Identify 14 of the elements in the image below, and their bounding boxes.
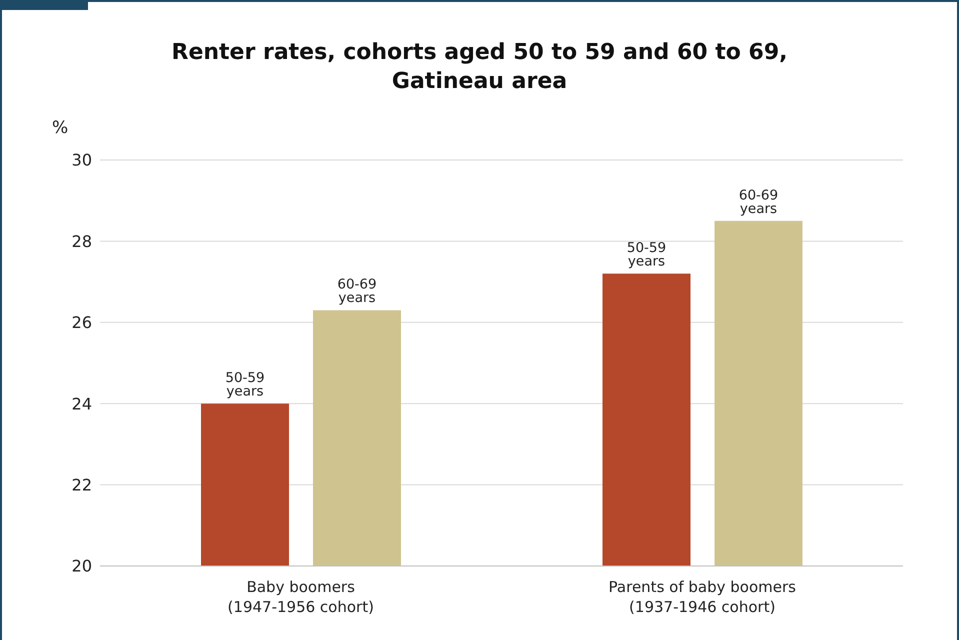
y-tick-label: 28	[72, 232, 92, 251]
y-axis-title: %	[52, 118, 68, 138]
x-tick-label: Baby boomers (1947-1956 cohort)	[228, 578, 374, 616]
x-tick-label: Parents of baby boomers (1937-1946 cohort)	[608, 578, 796, 616]
y-tick-label: 20	[72, 556, 92, 576]
series-label: 50-59 years	[225, 370, 265, 400]
text: 50-59 years	[626, 240, 666, 270]
y-tick-label: 30	[72, 150, 92, 170]
y-tick-label: 24	[72, 394, 92, 414]
chart-title: Renter rates, cohorts aged 50 to 59 and 60 to 69, Gatineau area	[170, 39, 788, 96]
text: 60-69 years	[738, 187, 778, 217]
y-tick-label: 26	[72, 313, 92, 332]
y-tick-label: 22	[72, 475, 92, 494]
series-label: 60-69 years	[337, 276, 377, 306]
